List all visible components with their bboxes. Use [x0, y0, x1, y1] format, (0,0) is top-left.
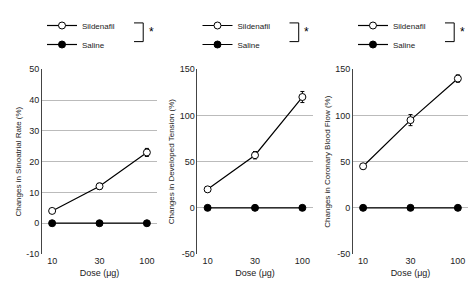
svg-text:*: *: [149, 25, 154, 39]
svg-text:100: 100: [295, 256, 310, 266]
svg-text:50: 50: [185, 157, 195, 167]
svg-text:Saline: Saline: [393, 41, 416, 50]
svg-text:50: 50: [340, 157, 350, 167]
svg-text:150: 150: [180, 64, 195, 74]
svg-text:100: 100: [450, 256, 465, 266]
svg-text:10: 10: [47, 256, 57, 266]
svg-text:Saline: Saline: [237, 41, 260, 50]
svg-text:0: 0: [345, 203, 350, 213]
svg-text:100: 100: [139, 256, 154, 266]
svg-text:Saline: Saline: [82, 41, 105, 50]
svg-text:10: 10: [203, 256, 213, 266]
svg-text:Changes in Coronary Blood Flow: Changes in Coronary Blood Flow (%): [323, 95, 332, 227]
svg-text:10: 10: [358, 256, 368, 266]
svg-text:Changes in Sinoatrial Rate (%): Changes in Sinoatrial Rate (%): [14, 106, 23, 216]
svg-text:Dose (μg): Dose (μg): [80, 268, 120, 278]
svg-text:Dose (μg): Dose (μg): [391, 268, 431, 278]
svg-text:Dose (μg): Dose (μg): [235, 268, 275, 278]
svg-text:150: 150: [335, 64, 350, 74]
svg-text:*: *: [304, 25, 309, 39]
svg-text:-50: -50: [182, 249, 195, 259]
svg-text:20: 20: [29, 157, 39, 167]
svg-text:0: 0: [34, 218, 39, 228]
svg-text:-50: -50: [337, 249, 350, 259]
svg-text:-10: -10: [26, 249, 39, 259]
svg-text:100: 100: [335, 111, 350, 121]
svg-text:100: 100: [180, 111, 195, 121]
svg-text:10: 10: [29, 188, 39, 198]
svg-text:30: 30: [29, 126, 39, 136]
svg-text:50: 50: [29, 64, 39, 74]
svg-text:*: *: [460, 25, 465, 39]
svg-text:Sildenafil: Sildenafil: [237, 22, 270, 31]
svg-text:0: 0: [190, 203, 195, 213]
svg-text:30: 30: [250, 256, 260, 266]
svg-text:30: 30: [95, 256, 105, 266]
svg-text:40: 40: [29, 95, 39, 105]
svg-text:Sildenafil: Sildenafil: [82, 22, 115, 31]
svg-text:Sildenafil: Sildenafil: [393, 22, 426, 31]
svg-text:Changes in Developed Tension (: Changes in Developed Tension (%): [167, 99, 176, 225]
svg-text:30: 30: [405, 256, 415, 266]
